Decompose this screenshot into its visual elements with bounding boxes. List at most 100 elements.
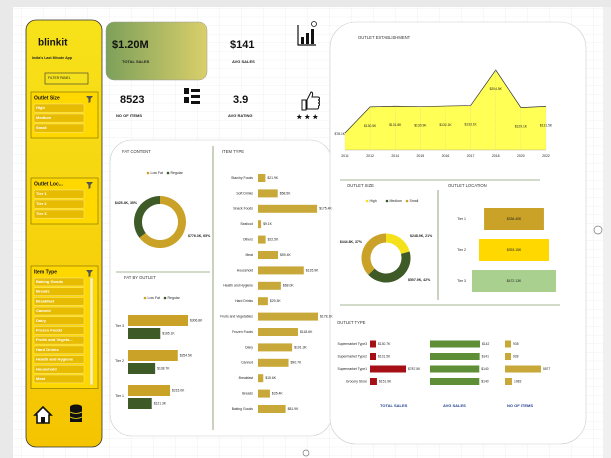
legend-label: Small [410,199,419,203]
slicer-item[interactable] [33,345,85,354]
slicer-item-label[interactable]: Dairy [36,318,47,323]
donut-segment [134,196,161,238]
donut-segment [385,233,410,255]
slicer-item-label[interactable]: Canned [36,308,51,313]
category-label: Grocery Store [346,379,367,383]
slicer-item-label[interactable]: Household [36,366,57,371]
slicer-item[interactable] [33,297,85,306]
chart-title: OUTLET ESTABLISHMENT [358,35,411,40]
icon-line [191,95,200,98]
legend-label: Low Fat [148,296,160,300]
bar [128,328,161,339]
bar [430,365,480,373]
slicer-item-label[interactable]: Medium [36,115,52,120]
slicer-item[interactable] [33,189,85,199]
slicer-item-label[interactable]: Fruits and Vegeta... [36,337,73,342]
legend-swatch [143,296,147,300]
thumbs-shape [301,91,320,111]
slicer-item-label[interactable]: Hard Drinks [36,347,59,352]
category-label: Tier 1 [457,217,466,221]
data-label: $35.4K [272,391,283,395]
data-label: $9.1K [263,222,273,226]
data-label: 1083 [514,379,522,383]
filter-button[interactable] [44,72,89,85]
column-header: NO OF ITEMS [507,403,533,408]
slicer-item[interactable] [33,326,85,335]
slicer-item-label[interactable]: Health and Hygiene [36,357,74,362]
slicer-item-label[interactable]: Breakfast [36,298,55,303]
icon-bar [311,29,314,44]
legend-swatch [146,171,150,175]
bar [258,235,266,244]
bar [258,312,318,321]
slicer-item-label[interactable]: Frozen Foods [36,328,63,333]
bar [258,174,266,182]
bar [128,385,171,396]
slicer-item[interactable] [33,287,85,296]
db-body [70,407,82,422]
bar [258,204,318,213]
icon-block [184,88,189,94]
slicer-item[interactable] [33,209,85,219]
data-label: $59.4K [280,253,291,257]
icon-block [184,97,189,103]
kpi-tile [105,21,208,81]
x-tick-label: 2018 [492,154,500,158]
slicer-clear-icon[interactable] [86,96,93,103]
slicer-item[interactable] [33,199,85,209]
bar [128,350,178,361]
slicer-item[interactable] [33,365,85,374]
tagline: India's Last Minute App [32,56,73,60]
x-tick-label: 2012 [366,154,374,158]
x-tick-label: 2020 [517,154,525,158]
category-label: Tier 1 [115,394,124,398]
slicer-item-label[interactable]: Breads [36,289,50,294]
category-label: Canned [241,361,253,365]
bar [258,343,293,352]
slicer-item[interactable] [33,355,85,364]
slicer-item[interactable] [33,316,85,325]
category-label: Breakfast [239,376,253,380]
slicer-item[interactable] [33,336,85,345]
bar [258,358,289,367]
slicer-clear-icon[interactable] [86,270,93,277]
slicer-title: Item Type [34,269,57,275]
slicer-item-label[interactable]: Tier 2 [36,201,47,206]
filter-button-label[interactable]: FILTER PANEL [48,76,71,80]
slicer-item-label[interactable]: Tier 3 [36,211,47,216]
donut-segment [139,196,186,248]
data-label: $58.5K [280,191,291,195]
slicer-item[interactable] [33,277,85,287]
bar [258,297,268,306]
slicer-item-label[interactable]: Baking Goods [36,279,64,284]
bar [430,340,480,348]
slicer-item-label[interactable]: Small [36,125,47,130]
slicer-item-label[interactable]: Tier 1 [36,191,47,196]
home-icon-shape[interactable] [33,405,53,424]
category-label: Hard Drinks [235,299,253,303]
home-door [41,417,45,423]
slicer-item[interactable] [33,306,85,316]
slicer-item-label[interactable]: Meat [36,376,46,381]
charts: OUTLET ESTABLISHMENT $78.1K 2011 $130.5K 201… [115,35,556,413]
slicer-item[interactable] [33,123,85,133]
bar [370,353,377,360]
category-label: Health and Hygiene [223,284,253,288]
slicer-item[interactable] [33,103,85,113]
chart-title: OUTLET LOCATION [448,183,487,188]
resize-handle [302,449,310,457]
database-icon[interactable] [69,404,83,423]
legend-swatch [166,171,170,175]
data-label: $507.9K, 42% [408,278,431,282]
slicer-item-label[interactable]: High [36,105,45,110]
slicer-scrollbar[interactable] [89,277,94,385]
category-label: Tier 3 [457,279,466,283]
slicer-item[interactable] [33,113,85,123]
category-label: Breads [242,391,253,395]
bar [258,251,279,259]
line [344,69,547,134]
slicer-clear-icon[interactable] [86,182,93,189]
home-icon[interactable] [33,405,53,424]
slicer-item[interactable] [33,374,85,384]
bar [258,389,270,398]
